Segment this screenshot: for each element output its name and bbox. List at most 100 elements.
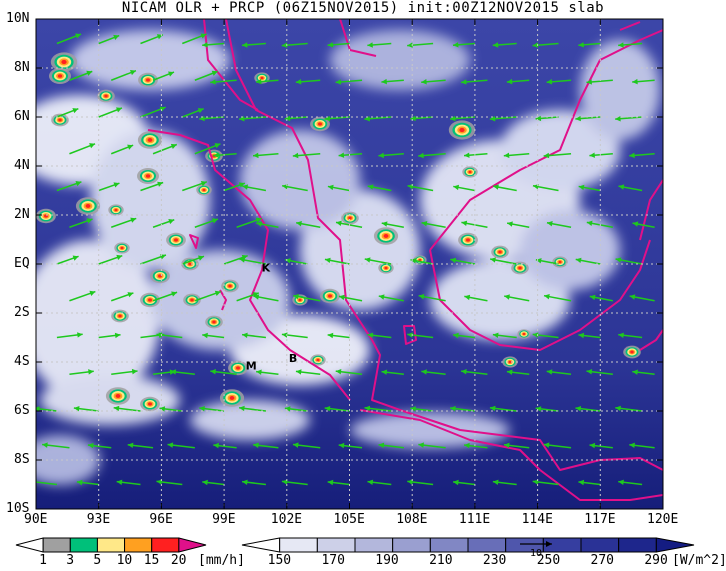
- wind-arrow: [152, 71, 175, 81]
- wind-arrow: [421, 79, 446, 85]
- precip-cell: [205, 315, 223, 329]
- wind-arrow: [421, 369, 446, 375]
- wind-arrow: [453, 184, 476, 192]
- x-tick-label: 102E: [270, 512, 303, 527]
- wind-arrow: [202, 42, 225, 48]
- wind-arrow: [381, 369, 404, 375]
- wind-arrow: [182, 181, 208, 192]
- wind-arrow: [110, 292, 134, 302]
- wind-arrow: [241, 479, 266, 486]
- wind-arrow: [464, 442, 488, 449]
- wind-arrow: [281, 479, 308, 486]
- wind-arrow: [69, 369, 94, 375]
- wind-arrow: [586, 79, 613, 85]
- wind-arrow: [199, 405, 225, 412]
- precip-cell: [502, 356, 518, 368]
- colorbar-swatch: [69, 537, 98, 553]
- x-tick-label: 90E: [24, 512, 48, 527]
- precip-colorbar: [15, 537, 207, 553]
- wind-arrow: [324, 405, 350, 412]
- x-tick-label: 96E: [149, 512, 173, 527]
- wind-arrow: [241, 42, 266, 48]
- x-tick-label: 105E: [333, 512, 365, 527]
- olr-colorbar-label: 210: [429, 553, 453, 568]
- x-tick-label: 111E: [458, 512, 491, 527]
- precip-colorbar-label: 1: [39, 553, 47, 568]
- wind-arrow: [98, 182, 120, 192]
- colorbar-swatch: [124, 537, 153, 553]
- wind-arrow: [194, 70, 218, 81]
- wind-arrow: [506, 369, 530, 375]
- wind-arrow: [504, 294, 530, 302]
- wind-arrow: [464, 294, 488, 302]
- precip-cell: [166, 232, 186, 248]
- wind-arrow: [98, 254, 123, 265]
- wind-arrow: [629, 152, 655, 159]
- wind-arrow: [490, 257, 517, 265]
- precip-cell: [108, 204, 124, 216]
- place-marker-label: K: [262, 261, 271, 274]
- wind-arrow: [535, 115, 559, 122]
- wind-arrow: [140, 181, 164, 192]
- olr-unit-label: [W/m^2]: [672, 553, 726, 568]
- vector-key-arrowhead: [546, 541, 552, 547]
- wind-arrow: [364, 257, 392, 265]
- precip-cell: [228, 360, 248, 376]
- colorbar-swatch: [241, 537, 281, 553]
- wind-arrow: [56, 332, 83, 339]
- colorbar-swatch: [618, 537, 657, 553]
- wind-arrow: [256, 221, 279, 228]
- wind-arrow: [253, 442, 279, 449]
- wind-arrow: [629, 442, 655, 449]
- wind-arrow: [56, 255, 79, 265]
- wind-arrow: [69, 70, 93, 81]
- precip-cell: [511, 261, 529, 275]
- wind-arrow: [589, 442, 613, 449]
- wind-arrow: [449, 115, 475, 122]
- precip-cell: [310, 354, 326, 366]
- precip-cell: [150, 268, 170, 284]
- wind-arrow: [461, 369, 488, 375]
- wind-arrow: [532, 479, 559, 486]
- wind-arrow: [239, 257, 267, 265]
- wind-arrow: [629, 294, 655, 302]
- wind-arrow: [156, 479, 183, 486]
- olr-colorbar: 10: [241, 537, 695, 559]
- precip-cell: [341, 211, 359, 225]
- precip-cell: [140, 396, 160, 412]
- wind-arrow: [182, 33, 207, 45]
- wind-arrow: [210, 79, 237, 85]
- wind-arrow: [452, 42, 475, 48]
- wind-arrow: [367, 184, 392, 192]
- wind-arrow: [378, 442, 404, 449]
- wind-arrow: [293, 293, 321, 302]
- precip-cell: [320, 288, 340, 304]
- wind-arrow: [546, 221, 572, 228]
- wind-arrow: [98, 107, 123, 118]
- wind-arrow: [632, 221, 655, 228]
- wind-arrow: [492, 332, 517, 339]
- colorbar-swatch: [96, 537, 126, 553]
- precip-cell: [378, 262, 394, 274]
- wind-arrow: [182, 107, 205, 118]
- colorbar-swatch: [580, 537, 620, 553]
- wind-arrow: [56, 107, 79, 118]
- wind-arrow: [535, 406, 559, 412]
- wind-arrow: [242, 184, 267, 192]
- olr-colorbar-label: 170: [321, 553, 345, 568]
- wind-arrow: [338, 294, 363, 302]
- precip-unit-label: [mm/h]: [198, 553, 245, 568]
- map-title: NICAM OLR + PRCP (06Z15NOV2015) init:00Z…: [121, 0, 605, 16]
- place-marker-label: B: [289, 352, 297, 365]
- wind-arrow: [378, 152, 404, 159]
- wind-arrow: [202, 479, 225, 486]
- wind-arrow: [116, 479, 141, 486]
- wind-arrow: [110, 69, 137, 81]
- precip-cell: [219, 389, 245, 407]
- wind-arrow: [239, 405, 266, 412]
- olr-colorbar-label: 290: [644, 553, 668, 568]
- precip-cell: [97, 89, 115, 103]
- wind-arrow: [418, 152, 446, 159]
- precip-cell: [491, 245, 509, 259]
